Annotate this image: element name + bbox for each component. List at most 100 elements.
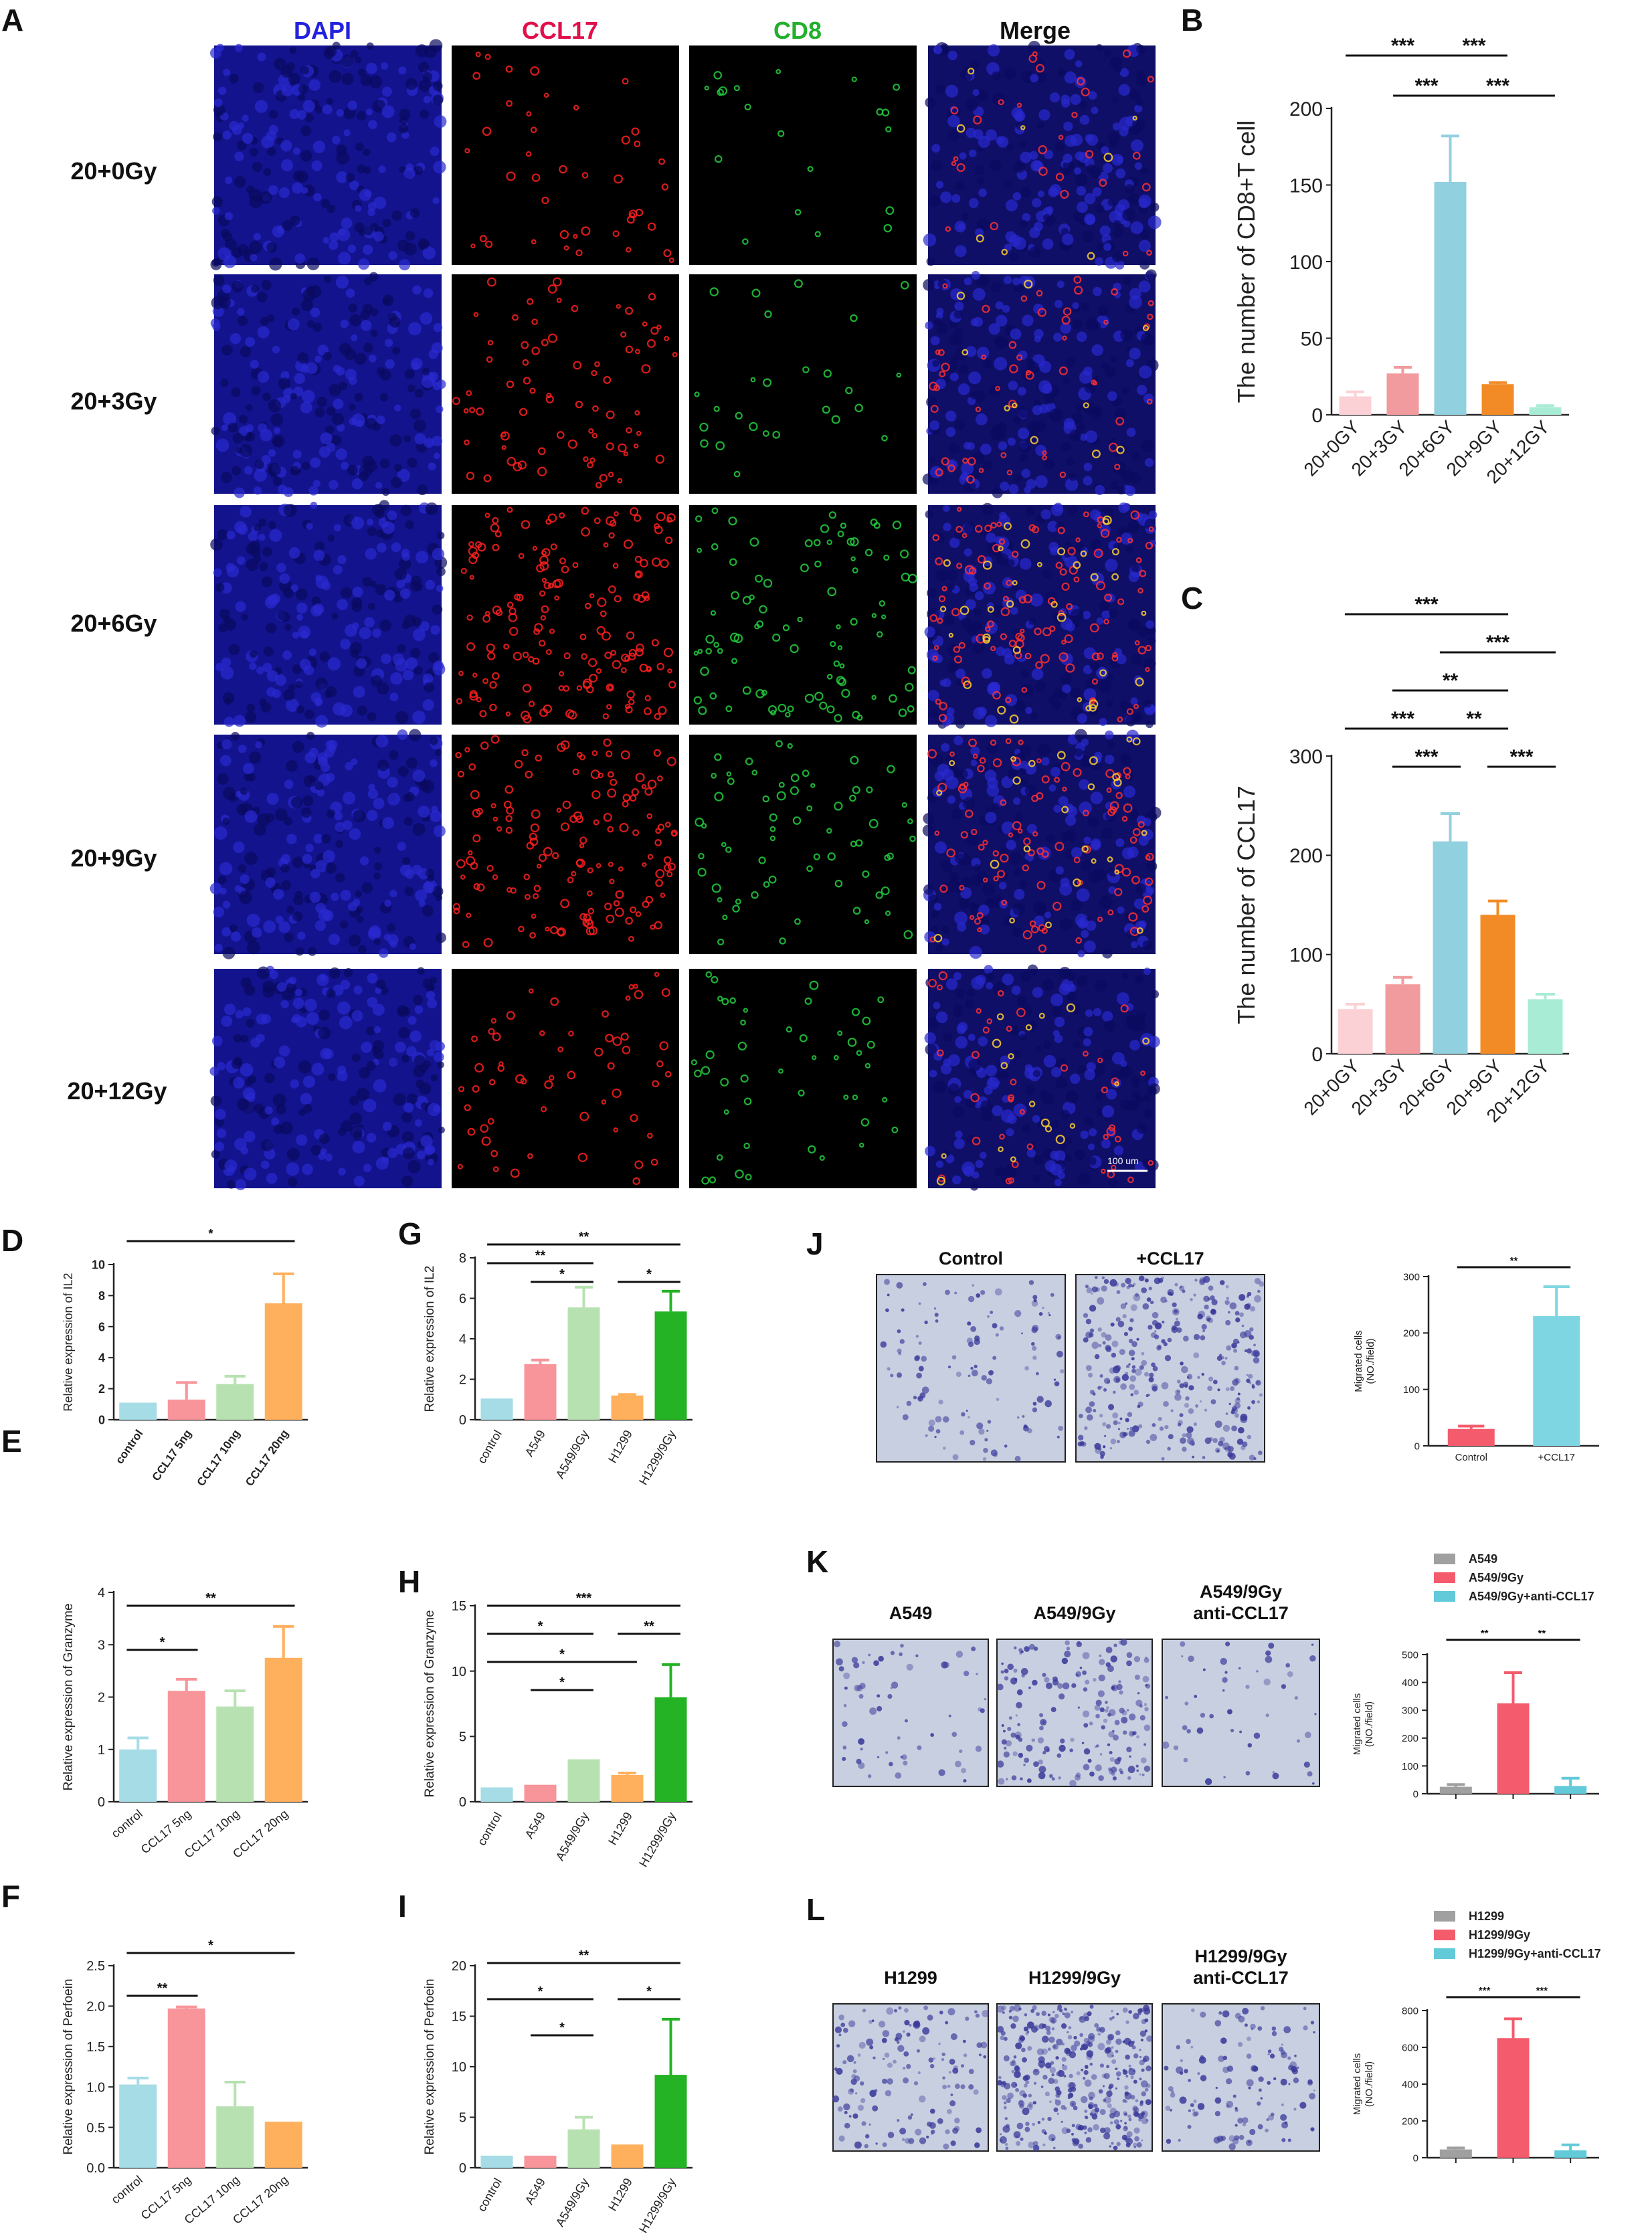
y-tick-label-j: 0 bbox=[1414, 1440, 1420, 1452]
y-tick-label-k: 400 bbox=[1402, 1677, 1418, 1689]
transwell-image-k-1 bbox=[832, 1639, 989, 1787]
bar-c-1 bbox=[1338, 1009, 1373, 1054]
y-tick-label-f: 1.0 bbox=[86, 2080, 105, 2095]
bar-e-3 bbox=[216, 1706, 254, 1802]
bar-d-4 bbox=[264, 1303, 302, 1420]
y-tick-label-g: 8 bbox=[459, 1251, 466, 1266]
legend-label-k-3: A549/9Gy+anti-CCL17 bbox=[1469, 1590, 1594, 1603]
bar-f-2 bbox=[167, 2009, 205, 2168]
legend-label-k-1: A549 bbox=[1469, 1552, 1497, 1566]
y-tick-label-b: 200 bbox=[1289, 98, 1323, 120]
significance-label-d-1: * bbox=[208, 1227, 213, 1240]
y-tick-label-g: 2 bbox=[459, 1373, 466, 1388]
bar-d-3 bbox=[216, 1384, 254, 1420]
y-tick-label-g: 0 bbox=[459, 1413, 466, 1428]
transwell-image-k-3 bbox=[1162, 1639, 1320, 1787]
y-tick-label-c: 0 bbox=[1311, 1044, 1323, 1066]
bar-l-1 bbox=[1439, 2149, 1472, 2158]
legend-label-l-2: H1299/9Gy bbox=[1469, 1928, 1530, 1942]
significance-label-b-2: *** bbox=[1462, 35, 1485, 57]
bar-i-5 bbox=[654, 2075, 687, 2168]
column-title-dapi: DAPI bbox=[294, 17, 351, 44]
y-tick-label-h: 5 bbox=[459, 1730, 466, 1745]
significance-label-h-1: *** bbox=[576, 1591, 592, 1606]
transwell-label-l-1: H1299 bbox=[884, 1968, 937, 1988]
y-tick-label-l: 200 bbox=[1402, 2116, 1418, 2127]
bar-b-5 bbox=[1529, 407, 1562, 415]
significance-label-i-1: ** bbox=[579, 1948, 589, 1963]
bar-c-3 bbox=[1433, 841, 1468, 1054]
y-axis-label-d: Relative expression of IL2 bbox=[62, 1273, 75, 1411]
legend-label-k-2: A549/9Gy bbox=[1469, 1571, 1524, 1584]
bar-d-2 bbox=[167, 1399, 205, 1420]
significance-label-g-1: ** bbox=[579, 1230, 589, 1244]
bar-f-3 bbox=[216, 2106, 254, 2168]
bar-b-4 bbox=[1481, 384, 1514, 415]
panel-letter-k: K bbox=[806, 1544, 828, 1579]
micrograph-cd8-row-3 bbox=[689, 505, 917, 725]
micrograph-dapi-row-5 bbox=[209, 965, 446, 1190]
y-tick-label-i: 0 bbox=[459, 2161, 466, 2176]
y-tick-label-l: 400 bbox=[1402, 2079, 1418, 2090]
micrograph-dapi-row-4 bbox=[209, 729, 446, 959]
y-tick-label-b: 150 bbox=[1289, 175, 1323, 197]
y-tick-label-k: 300 bbox=[1402, 1705, 1418, 1717]
micrograph-merge-row-1 bbox=[923, 41, 1162, 270]
y-tick-label-d: 2 bbox=[98, 1382, 105, 1396]
y-axis-label-f: Relative expression of Perfoein bbox=[62, 1979, 76, 2155]
bar-i-3 bbox=[567, 2129, 600, 2168]
y-tick-label-f: 0.5 bbox=[86, 2121, 105, 2136]
bar-f-1 bbox=[119, 2084, 157, 2168]
transwell-label-l-3: H1299/9Gy anti-CCL17 bbox=[1193, 1946, 1289, 1988]
significance-label-h-5: * bbox=[559, 1675, 565, 1690]
transwell-label-j-1: Control bbox=[939, 1248, 1003, 1269]
x-tick-label-j-2: +CCL17 bbox=[1538, 1452, 1575, 1463]
y-tick-label-g: 4 bbox=[459, 1332, 466, 1347]
panel-letter-i: I bbox=[398, 1889, 407, 1924]
significance-label-i-4: * bbox=[559, 2021, 565, 2035]
y-axis-label-j: Migrated cells(NO./field) bbox=[1353, 1330, 1376, 1392]
bar-j-2 bbox=[1533, 1316, 1580, 1446]
significance-label-k-2: ** bbox=[1538, 1628, 1546, 1639]
micrograph-ccl17-row-4 bbox=[452, 735, 679, 954]
y-tick-label-k: 100 bbox=[1402, 1761, 1418, 1772]
legend-label-l-1: H1299 bbox=[1469, 1910, 1504, 1923]
bar-e-2 bbox=[167, 1691, 205, 1802]
y-tick-label-j: 300 bbox=[1403, 1271, 1420, 1283]
bar-h-1 bbox=[480, 1787, 513, 1802]
y-tick-label-f: 2.0 bbox=[86, 2000, 105, 2015]
y-tick-label-e: 0 bbox=[98, 1795, 105, 1810]
significance-label-c-4: *** bbox=[1391, 708, 1414, 730]
significance-label-g-2: ** bbox=[535, 1248, 546, 1263]
panel-letter-h: H bbox=[398, 1564, 420, 1599]
significance-label-j-1: ** bbox=[1510, 1255, 1518, 1267]
y-tick-label-k: 500 bbox=[1402, 1649, 1418, 1661]
y-tick-label-l: 800 bbox=[1402, 2005, 1418, 2017]
bar-g-3 bbox=[567, 1307, 600, 1420]
bar-l-3 bbox=[1554, 2150, 1587, 2158]
bar-i-4 bbox=[611, 2144, 644, 2168]
y-tick-label-c: 300 bbox=[1289, 746, 1323, 768]
panel-letter-g: G bbox=[398, 1216, 422, 1251]
bar-k-3 bbox=[1554, 1786, 1587, 1794]
significance-label-g-3: * bbox=[559, 1267, 565, 1282]
panel-letter-e: E bbox=[1, 1424, 22, 1459]
bar-h-4 bbox=[611, 1774, 644, 1802]
row-title-0gy: 20+0Gy bbox=[70, 157, 157, 185]
panel-letter-f: F bbox=[1, 1879, 20, 1914]
panel-letter-a: A bbox=[1, 3, 23, 37]
micrograph-cd8-row-2 bbox=[689, 274, 917, 494]
micrograph-ccl17-row-2 bbox=[452, 274, 679, 494]
y-tick-label-l: 0 bbox=[1413, 2152, 1418, 2164]
bar-h-3 bbox=[567, 1759, 600, 1802]
bar-j-1 bbox=[1447, 1428, 1495, 1446]
legend-swatch-k-1 bbox=[1434, 1554, 1455, 1564]
micrograph-dapi-row-3 bbox=[210, 500, 448, 728]
y-axis-label-h: Relative expression of Granzyme bbox=[423, 1610, 437, 1798]
column-title-cd8: CD8 bbox=[773, 17, 822, 44]
scale-bar-label: 100 um bbox=[1107, 1155, 1139, 1166]
bar-f-4 bbox=[264, 2122, 302, 2168]
significance-label-b-3: *** bbox=[1414, 75, 1438, 97]
significance-label-f-2: ** bbox=[157, 1981, 168, 1996]
